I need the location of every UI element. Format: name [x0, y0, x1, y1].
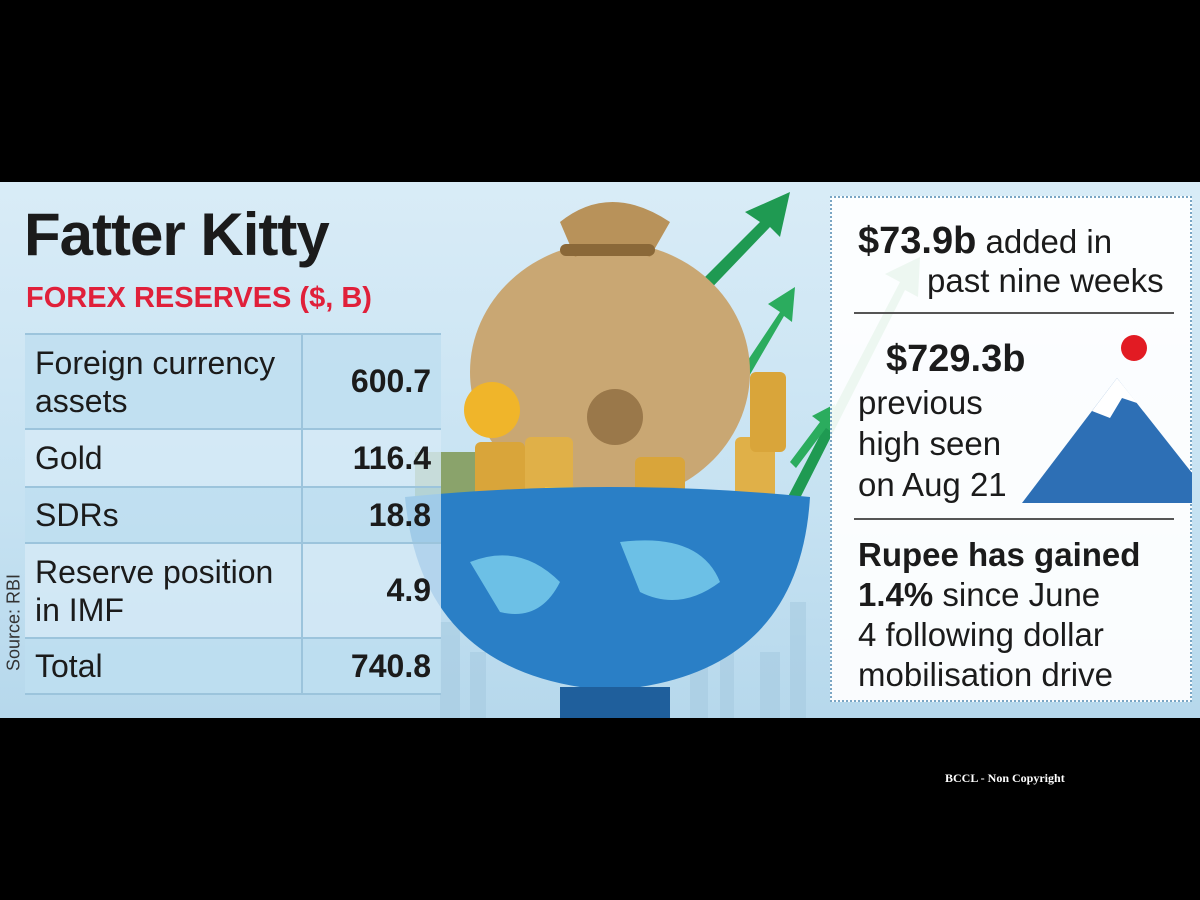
table-row: Total 740.8	[25, 637, 441, 695]
callout-text: previous	[858, 384, 983, 421]
table-row: Reserve position in IMF 4.9	[25, 542, 441, 639]
continents	[470, 540, 720, 614]
row-value: 116.4	[300, 428, 441, 488]
callout-box: $73.9b added in past nine weeks $729.3b …	[830, 196, 1192, 702]
row-value: 4.9	[300, 542, 441, 639]
callout-text: added in	[985, 223, 1113, 260]
callout-text: since June	[942, 576, 1101, 613]
row-label: SDRs	[25, 486, 302, 544]
arrow	[690, 192, 790, 300]
callout-figure: 1.4%	[858, 576, 934, 613]
row-label: Foreign currency assets	[25, 333, 302, 430]
subtitle: FOREX RESERVES ($, B)	[26, 282, 372, 314]
arrow	[740, 287, 795, 378]
callout-1: $73.9b added in	[858, 220, 1112, 263]
callout-lead: Rupee has gained	[858, 536, 1141, 573]
callout-text: past nine weeks	[927, 262, 1164, 299]
arrow	[790, 404, 835, 468]
row-label: Total	[25, 637, 302, 695]
table-row: Gold 116.4	[25, 428, 441, 488]
bowl-stand	[560, 687, 670, 718]
divider	[854, 312, 1174, 314]
infographic: Fatter Kitty FOREX RESERVES ($, B) Forei…	[0, 182, 1200, 718]
table-row: SDRs 18.8	[25, 486, 441, 544]
callout-lead: $729.3b	[886, 338, 1026, 380]
row-label: Gold	[25, 428, 302, 488]
bag-emblem	[587, 389, 643, 445]
callout-text: mobilisation drive	[858, 656, 1113, 693]
table-row: Foreign currency assets 600.7	[25, 333, 441, 430]
watermark: BCCL - Non Copyright	[945, 771, 1065, 785]
row-value: 18.8	[300, 486, 441, 544]
row-value: 600.7	[300, 333, 441, 430]
callout-lead: $73.9b	[858, 220, 977, 262]
bag-rope	[560, 244, 655, 256]
row-label: Reserve position in IMF	[25, 542, 302, 639]
reserves-table: Foreign currency assets 600.7 Gold 116.4 S…	[25, 333, 441, 695]
divider	[854, 518, 1174, 520]
globe-bowl	[405, 487, 810, 687]
row-value: 740.8	[300, 637, 441, 695]
title: Fatter Kitty	[24, 201, 330, 268]
source: Source: RBI	[3, 573, 24, 672]
mountain	[1022, 335, 1192, 503]
bag-neck	[560, 202, 670, 257]
callout-text: high seen	[858, 425, 1002, 462]
callout-text: 4 following dollar	[858, 616, 1104, 653]
callout-3: 1.4% since June	[858, 576, 1100, 614]
callout-text: on Aug 21	[858, 466, 1007, 503]
